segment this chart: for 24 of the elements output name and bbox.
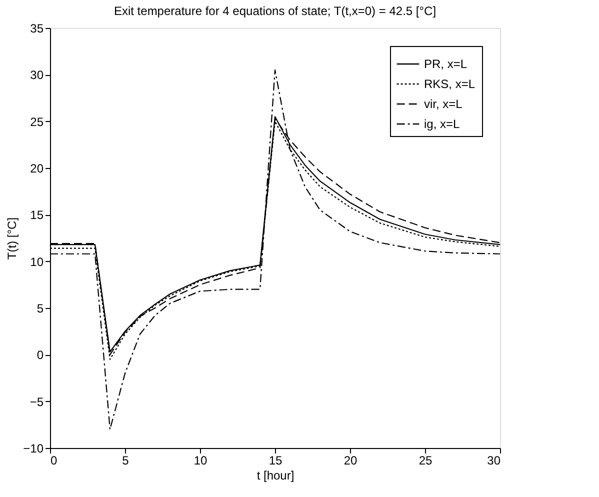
y-tick-label: 0: [36, 348, 44, 362]
legend-label: PR, x=L: [424, 57, 468, 71]
x-tick-label: 10: [194, 454, 208, 468]
chart-title: Exit temperature for 4 equations of state; T(t,x=0) = 42.5 [°C]: [114, 4, 436, 18]
x-tick-label: 15: [268, 454, 282, 468]
y-tick-label: 15: [30, 208, 44, 222]
y-tick-label: −5: [30, 394, 44, 409]
legend-label: RKS, x=L: [424, 77, 476, 91]
x-tick-label: 0: [50, 454, 58, 468]
legend-label: ig, x=L: [424, 117, 460, 131]
y-tick-label: 25: [30, 114, 44, 129]
y-tick-label: 30: [30, 68, 44, 82]
y-tick-label: 10: [30, 254, 44, 269]
y-tick-label: 20: [30, 162, 44, 176]
y-tick-label: 35: [30, 22, 44, 36]
x-tick-label: 30: [487, 454, 501, 468]
x-tick-label: 5: [122, 454, 130, 468]
x-axis-title: t [hour]: [256, 468, 294, 482]
legend-label: vir, x=L: [424, 97, 463, 111]
x-tick-label: 20: [344, 454, 358, 468]
x-tick-label: 25: [418, 454, 432, 468]
y-tick-label: 5: [36, 302, 44, 316]
y-axis-title: T(t) [°C]: [5, 217, 20, 260]
y-tick-label: −10: [23, 442, 44, 456]
